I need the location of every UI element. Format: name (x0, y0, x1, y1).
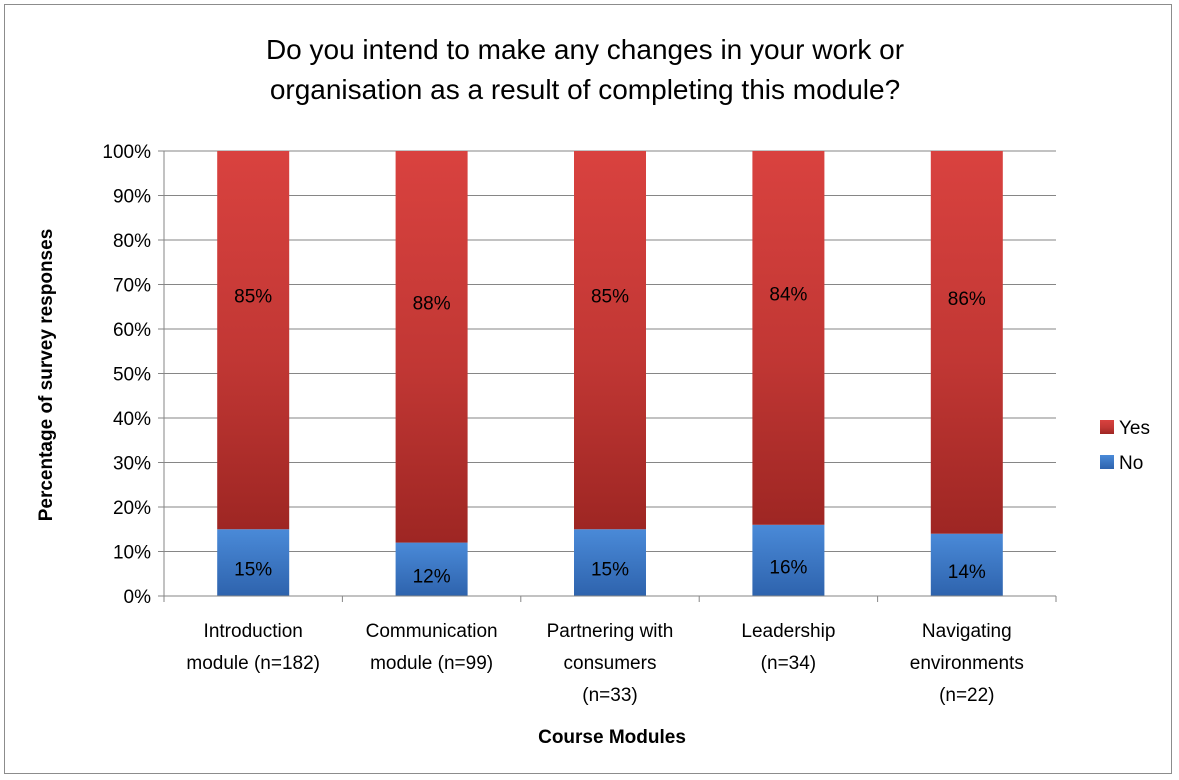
chart-title-line: organisation as a result of completing t… (270, 74, 900, 105)
chart-title: Do you intend to make any changes in you… (266, 34, 904, 105)
data-label-yes: 85% (234, 287, 272, 308)
bar-no (752, 524, 825, 596)
x-tick-label: module (n=99) (370, 653, 493, 674)
x-tick-label: (n=22) (939, 685, 994, 706)
y-axis-label: Percentage of survey responses (36, 229, 57, 522)
data-label-yes: 84% (769, 284, 807, 305)
data-label-yes: 88% (413, 293, 451, 314)
x-tick-label: environments (910, 653, 1024, 674)
bar-no (930, 533, 1003, 596)
y-tick-label: 70% (113, 276, 151, 297)
data-label-no: 15% (234, 560, 272, 581)
x-tick-label: consumers (564, 653, 657, 674)
legend: Yes No (1100, 418, 1150, 474)
data-label-yes: 85% (591, 287, 629, 308)
y-tick-label: 60% (113, 320, 151, 341)
bar-yes (752, 151, 825, 525)
y-tick-label: 90% (113, 187, 151, 208)
y-tick-label: 0% (124, 587, 152, 608)
x-tick-labels: Introduction module (n=182) Communication m… (186, 621, 1023, 706)
bar-yes (930, 151, 1003, 534)
chart-svg: Do you intend to make any changes in you… (36, 34, 1150, 748)
bar-no (217, 529, 290, 596)
bars: 15% 85% 12% 88% 15% 85% 16% 84% 14% 86% (217, 151, 1003, 596)
legend-swatch-no (1100, 455, 1114, 469)
y-tick-label: 100% (102, 142, 151, 163)
y-tick-labels: 0% 10% 20% 30% 40% 50% 60% 70% 80% 90% 100% (102, 142, 151, 608)
bar-yes (217, 151, 290, 530)
data-label-no: 14% (948, 562, 986, 583)
data-label-no: 16% (769, 557, 807, 578)
x-axis-label: Course Modules (538, 727, 686, 748)
y-tick-label: 20% (113, 498, 151, 519)
y-tick-label: 40% (113, 409, 151, 430)
bar-yes (574, 151, 646, 530)
y-tick-label: 50% (113, 365, 151, 386)
legend-swatch-yes (1100, 420, 1114, 434)
x-tick-label: module (n=182) (186, 653, 320, 674)
x-tick-label: Partnering with (547, 621, 674, 642)
legend-label-no: No (1119, 453, 1143, 474)
x-tick-label: Introduction (204, 621, 303, 642)
bar-no (395, 542, 468, 596)
x-tick-label: (n=33) (582, 685, 637, 706)
x-tick-label: Leadership (741, 621, 835, 642)
legend-label-yes: Yes (1119, 418, 1150, 439)
data-label-yes: 86% (948, 289, 986, 310)
x-tick-label: Navigating (922, 621, 1012, 642)
bar-no (574, 529, 646, 596)
chart-title-line: Do you intend to make any changes in you… (266, 34, 904, 65)
x-tick-label: (n=34) (761, 653, 816, 674)
data-label-no: 12% (413, 566, 451, 587)
data-label-no: 15% (591, 560, 629, 581)
x-tick-label: Communication (366, 621, 498, 642)
y-tick-label: 30% (113, 454, 151, 475)
bar-yes (395, 151, 468, 543)
chart-frame: Do you intend to make any changes in you… (4, 4, 1172, 774)
y-tick-label: 80% (113, 231, 151, 252)
y-tick-label: 10% (113, 543, 151, 564)
axes (163, 151, 1057, 602)
